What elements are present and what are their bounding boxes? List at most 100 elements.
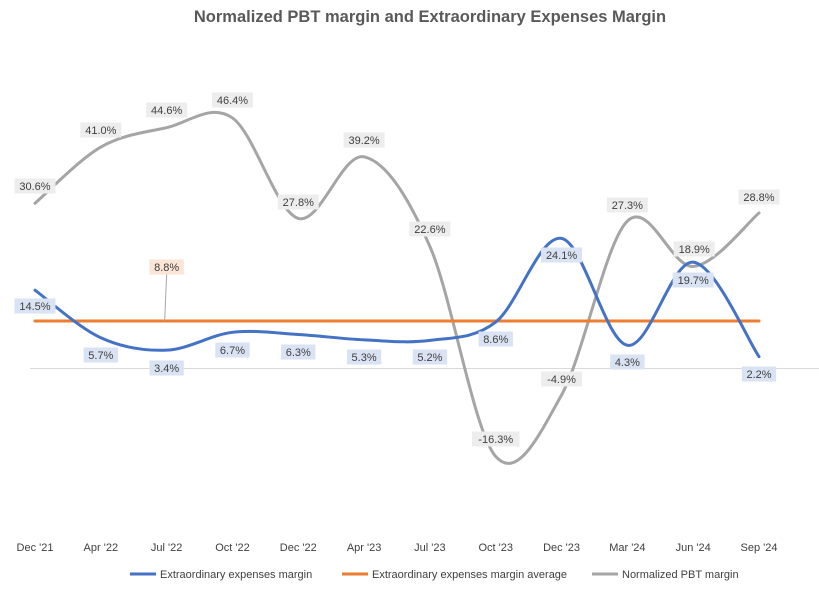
- legend-item-extraordinary-expenses-margin: Extraordinary expenses margin: [130, 569, 312, 581]
- data-label-box: [412, 349, 448, 365]
- series-line-extraordinary-expenses-margin: [33, 236, 761, 359]
- series-lines: [33, 111, 761, 465]
- x-tick-label: Apr '22: [84, 542, 119, 554]
- data-label-text: 41.0%: [85, 125, 116, 137]
- data-label-box: [606, 197, 648, 213]
- data-label-box: [80, 122, 122, 138]
- data-label-text: 27.8%: [283, 197, 314, 209]
- data-label-box: [672, 272, 714, 288]
- data-label-normalized-pbt-margin-10: 18.9%: [673, 241, 715, 257]
- data-label-text: 5.7%: [88, 350, 113, 362]
- data-label-normalized-pbt-margin-0: 30.6%: [14, 178, 56, 194]
- data-label-text: 6.7%: [220, 345, 245, 357]
- data-label-text: 5.3%: [352, 352, 377, 364]
- series-line-normalized-pbt-margin: [33, 111, 761, 465]
- data-label-normalized-pbt-margin-5: 39.2%: [343, 132, 385, 148]
- data-label-box: [738, 189, 780, 205]
- data-label-text: 3.4%: [154, 363, 179, 375]
- x-tick-label: Dec '21: [17, 542, 54, 554]
- x-tick-label: Apr '23: [347, 542, 382, 554]
- data-label-box: [14, 298, 56, 314]
- legend: Extraordinary expenses margin Extraordina…: [130, 569, 739, 581]
- data-label-box: [281, 344, 316, 360]
- data-label-text: 5.2%: [417, 352, 442, 364]
- data-label-extraordinary-expenses-margin-3: 6.7%: [215, 342, 250, 358]
- data-label-text: 8.8%: [154, 262, 179, 274]
- data-label-box: [346, 349, 382, 365]
- data-label-extraordinary-expenses-margin-11: 2.2%: [741, 366, 777, 382]
- data-label-box: [471, 431, 520, 447]
- data-label-box: [409, 221, 451, 237]
- x-tick-label: Sep '24: [741, 542, 778, 554]
- data-label-text: 46.4%: [217, 95, 248, 107]
- data-label-text: 22.6%: [414, 224, 445, 236]
- data-label-extraordinary-expenses-margin-10: 19.7%: [672, 272, 714, 288]
- data-label-box: [83, 347, 119, 363]
- legend-label: Normalized PBT margin: [622, 569, 739, 581]
- leader-line: [164, 274, 168, 322]
- x-axis-ticks: Dec '21 Apr '22 Jul '22 Oct '22 Dec '22 Apr '…: [17, 542, 778, 554]
- x-tick-label: Jul '23: [414, 542, 445, 554]
- data-label-normalized-pbt-margin-9: 27.3%: [606, 197, 648, 213]
- data-label-extraordinary-expenses-margin-4: 6.3%: [281, 344, 316, 360]
- data-label-extraordinary-expenses-margin-1: 5.7%: [83, 347, 119, 363]
- data-label-normalized-pbt-margin-4: 27.8%: [277, 194, 319, 210]
- data-label-extraordinary-expenses-margin-8: 24.1%: [541, 247, 583, 263]
- legend-label: Extraordinary expenses margin: [160, 569, 312, 581]
- data-label-text: 18.9%: [679, 244, 710, 256]
- data-label-text: 19.7%: [678, 275, 709, 287]
- data-label-extraordinary-expenses-margin-7: 8.6%: [478, 331, 513, 347]
- data-label-box: [478, 331, 513, 347]
- data-label-box: [14, 178, 56, 194]
- x-tick-label: Mar '24: [609, 542, 645, 554]
- x-tick-label: Oct '23: [478, 542, 513, 554]
- data-label-text: 27.3%: [612, 200, 643, 212]
- x-tick-label: Jul '22: [151, 542, 182, 554]
- data-label-box: [215, 342, 250, 358]
- data-label-text: 39.2%: [348, 135, 379, 147]
- data-label-text: 2.2%: [746, 369, 771, 381]
- data-label-text: -16.3%: [478, 434, 513, 446]
- data-label-text: 14.5%: [19, 301, 50, 313]
- data-label-box: [277, 194, 319, 210]
- x-tick-label: Dec '23: [543, 542, 580, 554]
- data-label-extraordinary-expenses-margin-0: 14.5%: [14, 298, 56, 314]
- data-label-normalized-pbt-margin-2: 44.6%: [146, 102, 188, 118]
- data-labels: 14.5% 5.7% 3.4% 6.7% 6.3% 5.3% 5.2% 8.6% 24.1% 4.…: [14, 92, 780, 447]
- data-label-text: 8.6%: [483, 334, 508, 346]
- data-label-box: [149, 259, 184, 275]
- data-label-normalized-pbt-margin-6: 22.6%: [409, 221, 451, 237]
- chart-title: Normalized PBT margin and Extraordinary …: [194, 8, 666, 26]
- data-label-normalized-pbt-margin-11: 28.8%: [738, 189, 780, 205]
- data-label-text: -4.9%: [547, 374, 576, 386]
- legend-item-extraordinary-expenses-margin-average: Extraordinary expenses margin average: [342, 569, 567, 581]
- data-label-box: [541, 247, 583, 263]
- data-label-normalized-pbt-margin-3: 46.4%: [211, 92, 253, 108]
- x-tick-label: Jun '24: [676, 542, 711, 554]
- data-label-box: [673, 241, 715, 257]
- data-label-normalized-pbt-margin-1: 41.0%: [80, 122, 122, 138]
- legend-label: Extraordinary expenses margin average: [372, 569, 567, 581]
- data-label-text: 6.3%: [286, 347, 311, 359]
- data-label-extraordinary-expenses-margin-2: 3.4%: [149, 360, 184, 376]
- data-label-text: 4.3%: [615, 357, 640, 369]
- data-label-box: [610, 354, 645, 370]
- data-label-text: 24.1%: [546, 250, 577, 262]
- data-label-normalized-pbt-margin-8: -4.9%: [541, 371, 583, 387]
- data-label-box: [146, 102, 188, 118]
- data-label-box: [541, 371, 583, 387]
- data-label-text: 28.8%: [743, 192, 774, 204]
- data-label-box: [149, 360, 184, 376]
- data-label-extraordinary-expenses-margin-average-2: 8.8%: [149, 259, 184, 322]
- data-label-box: [211, 92, 253, 108]
- data-label-normalized-pbt-margin-7: -16.3%: [471, 431, 520, 447]
- data-label-extraordinary-expenses-margin-6: 5.2%: [412, 349, 448, 365]
- data-label-text: 44.6%: [151, 105, 182, 117]
- legend-item-normalized-pbt-margin: Normalized PBT margin: [592, 569, 739, 581]
- x-tick-label: Oct '22: [215, 542, 250, 554]
- data-label-extraordinary-expenses-margin-5: 5.3%: [346, 349, 382, 365]
- data-label-extraordinary-expenses-margin-9: 4.3%: [610, 354, 645, 370]
- x-tick-label: Dec '22: [280, 542, 317, 554]
